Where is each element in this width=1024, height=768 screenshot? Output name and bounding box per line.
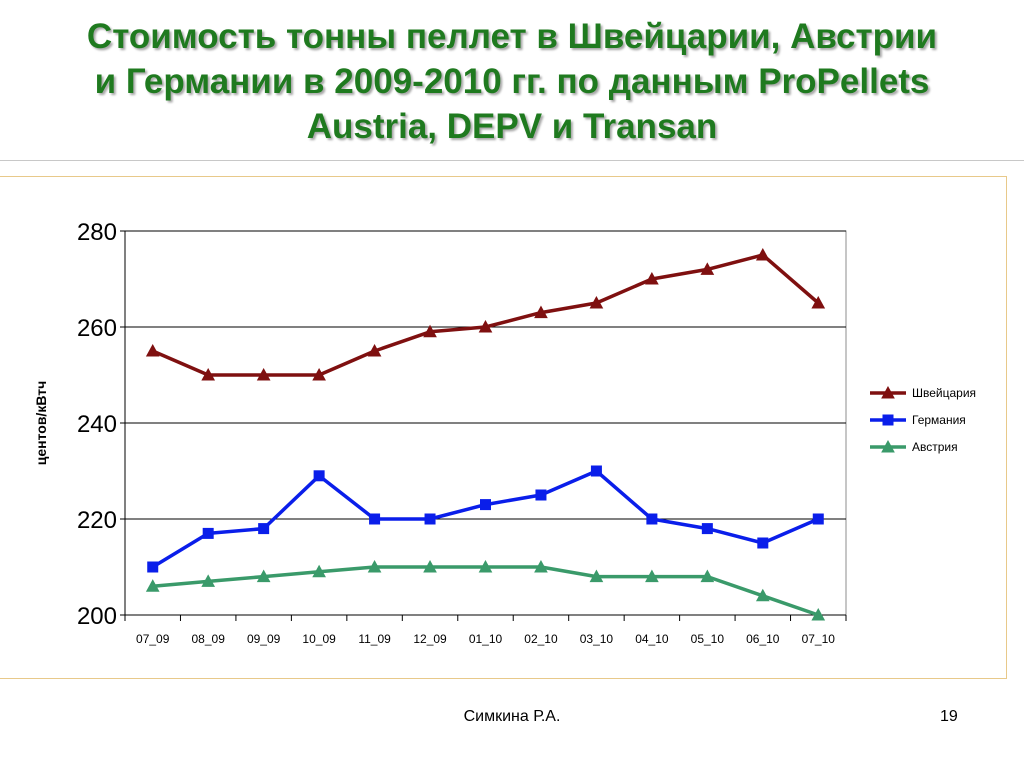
data-point-triangle	[478, 319, 493, 333]
data-point-triangle	[811, 607, 826, 621]
legend-label: Германия	[912, 413, 966, 427]
y-tick-label: 240	[77, 411, 117, 438]
y-axis-title: центов/кВтч	[33, 381, 49, 466]
y-tick-label: 200	[77, 603, 117, 630]
data-point-square	[757, 537, 769, 549]
slide-title-line-2: и Германии в 2009-2010 гг. по данным Pro…	[94, 62, 930, 101]
data-point-triangle	[645, 569, 659, 583]
data-point-square	[646, 513, 658, 525]
data-point-square	[258, 523, 270, 535]
data-point-triangle	[145, 579, 160, 592]
line-chart: 200 220 240 260 280 07_09 08_09 09_09 10_09 11_09…	[33, 219, 976, 646]
data-point-square	[313, 470, 325, 482]
data-point-square	[590, 465, 602, 477]
x-tick-label: 07_10	[802, 632, 836, 646]
data-point-triangle	[755, 588, 770, 602]
legend-label: Австрия	[912, 440, 958, 454]
data-point-triangle	[881, 439, 895, 453]
data-point-square	[202, 527, 214, 539]
data-point-triangle	[423, 559, 437, 573]
data-point-triangle	[367, 559, 382, 573]
x-tick-label: 10_09	[302, 632, 336, 646]
data-point-triangle	[423, 324, 437, 338]
data-point-triangle	[755, 247, 770, 261]
data-point-triangle	[256, 569, 271, 583]
data-point-square	[882, 414, 894, 426]
data-point-triangle	[645, 271, 659, 285]
data-point-triangle	[589, 569, 604, 583]
data-point-triangle	[478, 559, 493, 573]
data-point-triangle	[201, 367, 216, 381]
title-divider	[0, 160, 1024, 161]
data-point-triangle	[312, 367, 326, 381]
slide-title-line-1: Стоимость тонны пеллет в Швейцарии, Авст…	[86, 17, 938, 56]
chart-frame: 200 220 240 260 280 07_09 08_09 09_09 10_09 11_09…	[0, 176, 1007, 679]
data-point-triangle	[367, 343, 382, 357]
x-tick-label: 03_10	[580, 632, 614, 646]
data-point-triangle	[700, 569, 715, 583]
x-tick-label: 07_09	[136, 632, 170, 646]
data-point-triangle	[534, 305, 548, 319]
x-tick-label: 09_09	[247, 632, 281, 646]
x-tick-label: 01_10	[469, 632, 503, 646]
footer-author: Симкина Р.А.	[463, 708, 561, 725]
y-tick-label: 260	[77, 315, 117, 342]
data-point-triangle	[700, 262, 715, 275]
data-point-triangle	[881, 385, 895, 399]
data-point-triangle	[589, 295, 604, 309]
x-tick-label: 06_10	[746, 632, 780, 646]
data-point-square	[369, 513, 381, 525]
data-point-square	[701, 523, 713, 535]
x-tick-label: 11_09	[358, 632, 391, 646]
data-point-square	[535, 489, 547, 501]
page-number: 19	[940, 708, 958, 725]
x-tick-label: 05_10	[691, 632, 725, 646]
slide-title-line-3: Austria, DEPV и Transan	[306, 107, 718, 146]
data-point-triangle	[201, 574, 216, 587]
y-tick-label: 220	[77, 507, 117, 534]
x-tick-label: 04_10	[635, 632, 669, 646]
legend-label: Швейцария	[912, 386, 976, 400]
data-point-triangle	[534, 559, 548, 573]
data-point-triangle	[145, 343, 160, 357]
x-tick-label: 08_09	[192, 632, 226, 646]
x-tick-label: 12_09	[413, 632, 447, 646]
data-point-square	[480, 499, 491, 511]
slide-title: Стоимость тонны пеллет в Швейцарии, Авст…	[0, 14, 1024, 149]
data-point-square	[424, 513, 436, 525]
data-point-triangle	[811, 295, 826, 309]
data-point-square	[812, 513, 824, 525]
data-point-triangle	[312, 564, 326, 578]
x-tick-label: 02_10	[524, 632, 558, 646]
y-tick-label: 280	[77, 219, 117, 246]
data-point-square	[147, 561, 159, 573]
data-point-triangle	[256, 367, 271, 381]
